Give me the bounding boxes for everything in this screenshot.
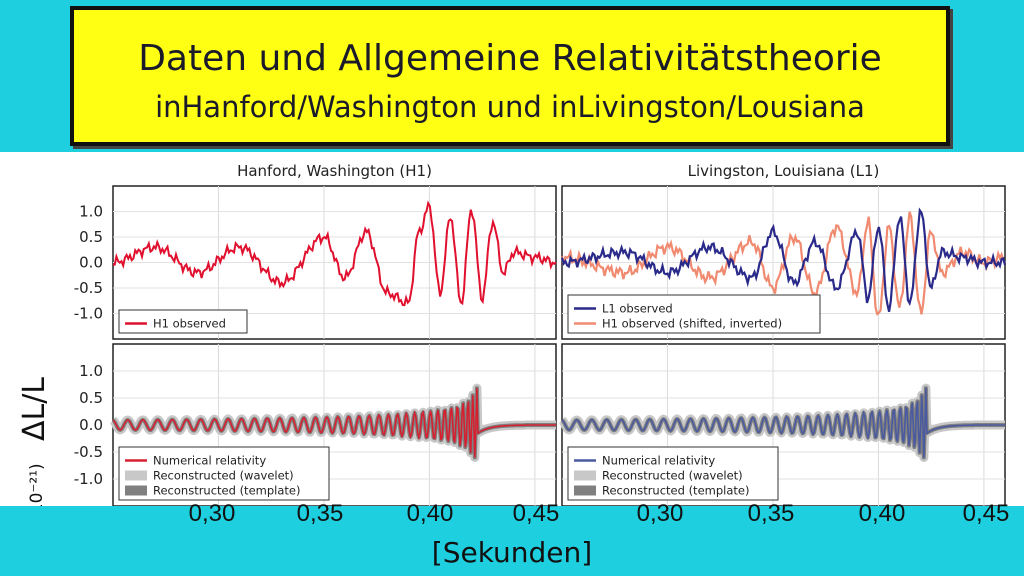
panel-title-top-right: Livingston, Louisiana (L1) xyxy=(688,162,880,180)
legend-box-top-right xyxy=(567,294,821,334)
charts-svg: ΔL/L Strain (10⁻²¹) Hanford, Washington (H… xyxy=(17,162,1009,506)
series-h1-shifted xyxy=(560,211,1007,316)
y-tick-bottom-left-0: 1.0 xyxy=(79,362,103,380)
series-nr-bottom-left xyxy=(112,388,556,458)
panel-title-top-left: Hanford, Washington (H1) xyxy=(237,162,432,180)
title-box: Daten und Allgemeine Relativitätstheorie… xyxy=(70,6,950,146)
y-tick-bottom-left-2: 0.0 xyxy=(79,416,103,434)
legend-box-top-left xyxy=(118,309,248,334)
legend-label-top-left-0: H1 observed xyxy=(153,317,226,331)
delta-l-label: ΔL/L xyxy=(17,377,52,441)
x-tick-left-2: 0,40 xyxy=(406,500,454,527)
series-nr-bottom-right xyxy=(561,388,1005,458)
x-tick-left-1: 0,35 xyxy=(296,500,344,527)
legend-box-bottom-right xyxy=(567,446,779,501)
legend-label-bottom-right-2: Reconstructed (template) xyxy=(602,484,749,498)
x-tick-right-1: 0,35 xyxy=(747,500,795,527)
x-axis-label: [Sekunden] xyxy=(431,536,593,569)
y-tick-bottom-left-1: 0.5 xyxy=(79,389,103,407)
y-tick-bottom-left-3: -0.5 xyxy=(74,443,103,461)
y-tick-top-left-4: -1.0 xyxy=(74,305,103,323)
y-tick-top-left-0: 1.0 xyxy=(79,203,103,221)
y-tick-top-left-1: 0.5 xyxy=(79,228,103,246)
series-l1-observed xyxy=(560,207,1007,312)
legend-swatch-bottom-right-2 xyxy=(574,485,596,496)
y-tick-bottom-left-4: -1.0 xyxy=(74,470,103,488)
legend-label-top-right-1: H1 observed (shifted, inverted) xyxy=(602,317,782,331)
slide-title: Daten und Allgemeine Relativitätstheorie xyxy=(138,38,882,79)
legend-label-top-right-0: L1 observed xyxy=(602,302,673,316)
x-tick-left-3: 0,45 xyxy=(512,500,560,527)
slide-subtitle: inHanford/Washington und inLivingston/Lo… xyxy=(155,90,865,124)
legend-box-bottom-left xyxy=(118,446,330,501)
legend-label-bottom-right-0: Numerical relativity xyxy=(602,454,715,468)
x-tick-right-2: 0,40 xyxy=(858,500,906,527)
series-h1-observed xyxy=(112,200,557,307)
legend-label-bottom-right-1: Reconstructed (wavelet) xyxy=(602,469,743,483)
x-tick-right-0: 0,30 xyxy=(636,500,684,527)
legend-swatch-bottom-left-2 xyxy=(125,485,147,496)
legend-label-bottom-left-1: Reconstructed (wavelet) xyxy=(153,469,294,483)
y-tick-top-left-3: -0.5 xyxy=(74,279,103,297)
y-tick-top-left-2: 0.0 xyxy=(79,254,103,272)
legend-label-bottom-left-0: Numerical relativity xyxy=(153,454,266,468)
legend-swatch-bottom-left-1 xyxy=(125,470,147,481)
plot-area: ΔL/L Strain (10⁻²¹) Hanford, Washington (H… xyxy=(0,152,1024,506)
x-tick-left-0: 0,30 xyxy=(188,500,236,527)
strain-label: Strain (10⁻²¹) xyxy=(27,463,47,506)
x-tick-right-3: 0,45 xyxy=(962,500,1010,527)
legend-label-bottom-left-2: Reconstructed (template) xyxy=(153,484,300,498)
legend-swatch-bottom-right-1 xyxy=(574,470,596,481)
